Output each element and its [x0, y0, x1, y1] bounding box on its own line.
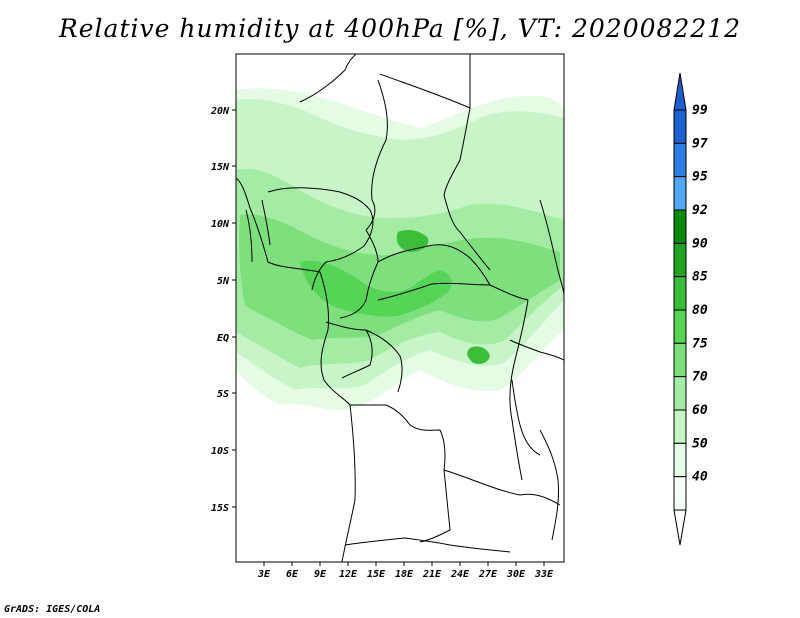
colorbar-label: 60 [692, 403, 708, 418]
lon-labels: 3E 6E 9E 12E 15E 18E 21E 24E 27E 30E 33E [257, 569, 554, 580]
colorbar-label: 92 [692, 203, 708, 218]
border-car-north [377, 244, 491, 286]
colorbar-box [673, 242, 687, 278]
colorbar-box [673, 342, 687, 378]
west-coastline [236, 177, 356, 562]
humidity-area-85b [467, 346, 490, 364]
border-gabon [325, 321, 373, 379]
colorbar-label: 50 [692, 436, 708, 451]
colorbar-box [673, 209, 687, 244]
humidity-area-85 [396, 230, 429, 252]
border-car-south [377, 282, 529, 301]
colorbar-label: 75 [692, 336, 708, 351]
lon-label: 27E [478, 569, 498, 580]
colorbar-box [673, 376, 687, 411]
colorbar-box [673, 309, 687, 344]
lon-label: 12E [339, 569, 358, 580]
border-lake-tanganyika [511, 379, 541, 456]
border-west-2 [245, 209, 253, 263]
colorbar-label: 80 [692, 303, 708, 318]
colorbar-label: 95 [692, 170, 708, 185]
colorbar-label: 85 [692, 270, 708, 285]
colorbar-box [673, 109, 687, 144]
lon-label: 9E [314, 569, 327, 580]
border-angola-north [350, 404, 446, 471]
border-chad-sudan [443, 107, 491, 271]
border-sahara-north [299, 54, 357, 103]
border-cameroon [339, 229, 379, 319]
colorbar-box [673, 409, 687, 444]
border-libya-chad [379, 54, 471, 109]
colorbar-bottom-arrow [673, 509, 687, 546]
boundaries [236, 54, 564, 562]
border-west-1 [261, 199, 271, 246]
humidity-area-80 [300, 260, 452, 317]
lat-label: 15N [211, 162, 230, 173]
lat-label: 20N [210, 106, 230, 117]
lat-label: 10S [211, 446, 229, 457]
colorbar-box [673, 476, 687, 511]
colorbar-label: 90 [692, 236, 708, 251]
lon-label: 30E [506, 569, 526, 580]
lon-label: 24E [450, 569, 470, 580]
border-tanzania [539, 429, 559, 541]
lat-label: 5S [217, 389, 229, 400]
colorbar-box [673, 142, 687, 178]
border-zambia [443, 469, 561, 506]
lon-label: 3E [257, 569, 271, 580]
lat-label: 10N [211, 219, 230, 230]
border-sudan-ethiopia [539, 199, 564, 296]
humidity-area-75 [239, 214, 561, 340]
colorbar-label: 99 [692, 103, 708, 118]
lon-label: 21E [422, 569, 442, 580]
colorbar-label: 40 [692, 470, 708, 485]
chart-title: Relative humidity at 400hPa [%], VT: 202… [58, 14, 742, 43]
lon-label: 18E [395, 569, 414, 580]
border-nigeria [267, 187, 374, 291]
border-namibia [344, 537, 511, 553]
border-uganda [509, 339, 564, 361]
colorbar-label: 97 [692, 136, 708, 151]
map-frame [235, 53, 565, 563]
border-niger-chad [365, 79, 388, 231]
colorbar: 99 97 95 92 90 85 80 75 70 60 50 40 [673, 72, 708, 546]
tick-marks [232, 109, 545, 566]
lon-label: 15E [367, 569, 386, 580]
border-drc-east [509, 299, 529, 481]
lat-labels: 20N 15N 10N 5N EQ 5S 10S 15S [210, 106, 230, 514]
humidity-field [236, 88, 564, 411]
border-angola-east [419, 469, 451, 543]
colorbar-box [673, 442, 687, 478]
border-congo [365, 329, 403, 393]
lat-label: EQ [217, 333, 229, 344]
lon-label: 6E [286, 569, 299, 580]
lon-label: 33E [534, 569, 554, 580]
grads-credit: GrADS: IGES/COLA [4, 604, 101, 615]
colorbar-box [673, 176, 687, 211]
colorbar-top-arrow [673, 72, 687, 111]
lat-label: 15S [211, 503, 229, 514]
colorbar-label: 70 [692, 370, 708, 385]
colorbar-box [673, 276, 687, 311]
lat-label: 5N [217, 276, 230, 287]
